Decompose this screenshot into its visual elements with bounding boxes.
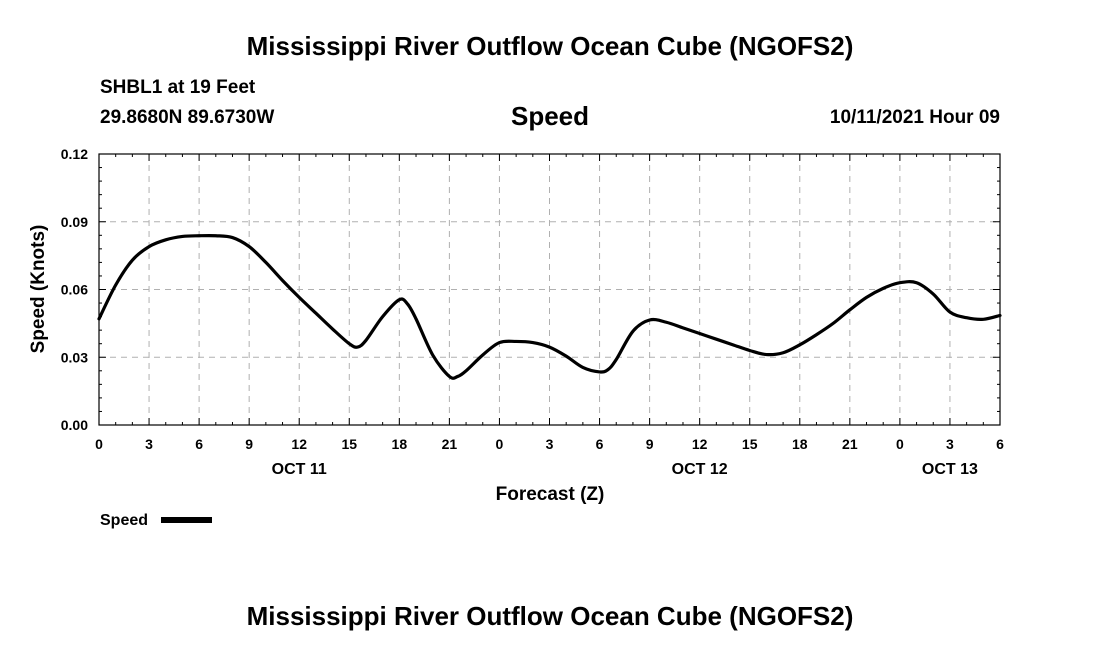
y-tick-label: 0.06	[61, 282, 88, 298]
date-label: OCT 11	[272, 461, 327, 478]
x-tick-label: 18	[392, 436, 408, 452]
x-tick-label: 15	[341, 436, 357, 452]
legend-label: Speed	[100, 512, 148, 529]
x-tick-label: 0	[95, 436, 103, 452]
x-tick-label: 9	[245, 436, 253, 452]
y-tick-label: 0.12	[61, 146, 88, 162]
date-label: OCT 13	[922, 461, 978, 478]
x-tick-label: 3	[145, 436, 153, 452]
x-tick-label: 0	[496, 436, 504, 452]
y-tick-label: 0.09	[61, 214, 88, 230]
series-line-speed	[97, 233, 1002, 380]
variable-title: Speed	[510, 101, 590, 131]
x-tick-label: 6	[596, 436, 604, 452]
legend-swatch	[161, 517, 212, 523]
x-tick-label: 0	[896, 436, 904, 452]
grid-layer	[99, 154, 1000, 425]
forecast-datetime: 10/11/2021 Hour 09	[829, 107, 1000, 128]
x-tick-label: 21	[442, 436, 458, 452]
station-label: SHBL1 at 19 Feet	[100, 77, 256, 98]
x-tick-label: 9	[646, 436, 654, 452]
x-tick-label: 3	[946, 436, 954, 452]
tick-label-layer: 0 3 6 9 12 15 18 21 0 3 6 9 12 15 18 21 0 3 6 OCT 11 OCT 12 O…	[61, 146, 1004, 478]
x-tick-label: 3	[546, 436, 554, 452]
chart-title: Mississippi River Outflow Ocean Cube (NG…	[246, 31, 854, 61]
x-tick-label: 21	[842, 436, 858, 452]
x-axis-label: Forecast (Z)	[496, 484, 605, 505]
x-tick-label: 18	[792, 436, 808, 452]
x-tick-label: 6	[996, 436, 1004, 452]
y-axis-label: Speed (Knots)	[28, 225, 49, 354]
date-label: OCT 12	[672, 461, 728, 478]
y-tick-label: 0.03	[61, 349, 88, 365]
station-coordinates: 29.8680N 89.6730W	[100, 107, 275, 128]
x-tick-label: 15	[742, 436, 758, 452]
x-tick-label: 6	[195, 436, 203, 452]
x-tick-label: 12	[291, 436, 307, 452]
footer-title: Mississippi River Outflow Ocean Cube (NG…	[246, 601, 854, 631]
x-tick-label: 12	[692, 436, 708, 452]
tick-layer	[98, 153, 1001, 426]
y-tick-label: 0.00	[61, 417, 88, 433]
